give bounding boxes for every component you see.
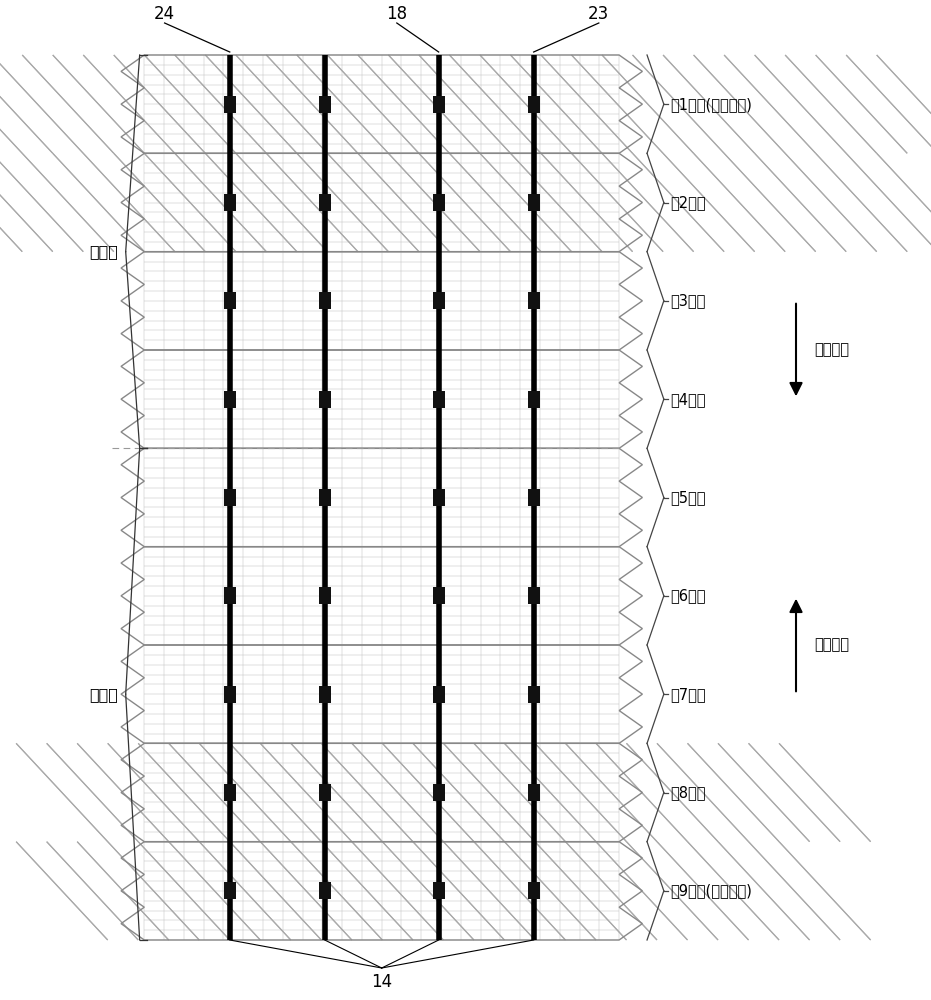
Bar — [528, 292, 540, 309]
Bar — [144, 448, 619, 547]
Text: 第7单元: 第7单元 — [670, 687, 706, 702]
Bar — [433, 784, 445, 801]
Bar — [433, 489, 445, 506]
Text: 西站房: 西站房 — [89, 244, 118, 259]
Text: 第4单元: 第4单元 — [670, 392, 706, 407]
Bar — [318, 489, 331, 506]
Bar — [528, 96, 540, 113]
Bar — [433, 882, 445, 899]
Bar — [318, 587, 331, 604]
Text: 24: 24 — [154, 5, 175, 23]
Bar — [223, 292, 236, 309]
Bar — [318, 882, 331, 899]
Bar — [433, 391, 445, 408]
Bar — [318, 96, 331, 113]
Bar — [528, 391, 540, 408]
Text: 第8单元: 第8单元 — [670, 785, 706, 800]
Bar — [528, 194, 540, 211]
Text: 18: 18 — [386, 5, 408, 23]
Bar — [223, 96, 236, 113]
Bar — [144, 547, 619, 645]
Bar — [223, 686, 236, 703]
Bar — [528, 686, 540, 703]
Bar — [144, 350, 619, 448]
Text: 第9单元(原位拼装): 第9单元(原位拼装) — [670, 883, 752, 898]
Bar — [528, 587, 540, 604]
Bar — [318, 784, 331, 801]
Text: 滑移方向: 滑移方向 — [815, 343, 850, 358]
Text: 第6单元: 第6单元 — [670, 588, 706, 603]
Bar — [144, 153, 619, 252]
Bar — [318, 194, 331, 211]
Bar — [318, 391, 331, 408]
Bar — [433, 587, 445, 604]
Text: 第1单元(原位拼装): 第1单元(原位拼装) — [670, 97, 752, 112]
Bar — [223, 587, 236, 604]
Bar — [318, 292, 331, 309]
Bar — [144, 743, 619, 842]
Bar — [144, 252, 619, 350]
Bar — [433, 96, 445, 113]
Bar — [223, 784, 236, 801]
Text: 第5单元: 第5单元 — [670, 490, 706, 505]
Text: 第3单元: 第3单元 — [670, 293, 706, 308]
Text: 第2单元: 第2单元 — [670, 195, 706, 210]
Text: 14: 14 — [371, 973, 392, 991]
Bar — [318, 686, 331, 703]
Bar — [223, 194, 236, 211]
Bar — [144, 645, 619, 743]
Bar — [223, 882, 236, 899]
Bar — [528, 784, 540, 801]
Bar — [433, 686, 445, 703]
Bar — [223, 391, 236, 408]
Bar — [528, 882, 540, 899]
Bar — [223, 489, 236, 506]
Bar — [144, 842, 619, 940]
Bar — [433, 194, 445, 211]
Text: 东站房: 东站房 — [89, 687, 118, 702]
Bar — [144, 55, 619, 153]
Text: 滑移方向: 滑移方向 — [815, 638, 850, 652]
Bar — [528, 489, 540, 506]
Bar — [433, 292, 445, 309]
Text: 23: 23 — [588, 5, 610, 23]
